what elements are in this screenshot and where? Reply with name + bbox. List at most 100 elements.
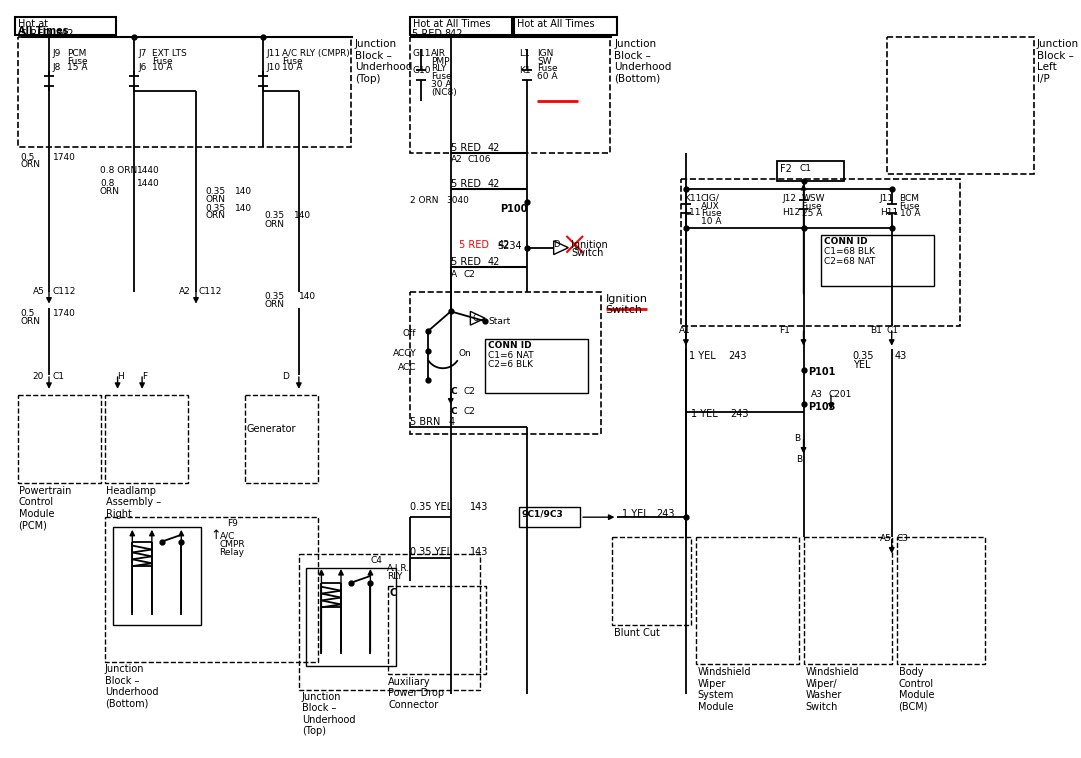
Text: Generator: Generator [246, 424, 296, 434]
Text: Powertrain
Control
Module
(PCM): Powertrain Control Module (PCM) [18, 486, 71, 531]
Text: D: D [553, 240, 560, 249]
Text: Blunt Cut: Blunt Cut [614, 628, 660, 638]
Text: Fuse: Fuse [67, 57, 88, 66]
Text: 1740: 1740 [53, 152, 76, 161]
Text: A/C: A/C [219, 532, 235, 541]
Text: J7: J7 [138, 49, 147, 58]
Text: J9: J9 [53, 49, 62, 58]
Text: 4: 4 [449, 417, 455, 428]
Text: 143: 143 [470, 547, 489, 556]
Text: J11: J11 [267, 49, 281, 58]
Bar [613, 537, 691, 625]
Bar [515, 17, 617, 35]
Text: PCM: PCM [67, 49, 86, 58]
Text: On: On [458, 349, 471, 358]
Text: A5: A5 [34, 287, 45, 296]
Text: F: F [142, 372, 147, 381]
Text: C4: C4 [371, 556, 383, 565]
Bar [17, 395, 101, 483]
Text: 0.8: 0.8 [99, 179, 115, 188]
Text: 5 RED: 5 RED [451, 179, 481, 189]
Text: 0.5: 0.5 [21, 309, 35, 318]
Text: A5: A5 [880, 534, 892, 543]
Text: BCM: BCM [899, 194, 920, 203]
Text: PMP: PMP [431, 57, 450, 66]
Text: C: C [472, 314, 478, 323]
Text: D: D [282, 372, 289, 381]
Text: Headlamp
Assembly –
Right: Headlamp Assembly – Right [106, 486, 161, 519]
Text: C2=68 NAT: C2=68 NAT [824, 256, 876, 265]
Text: 1 YEL: 1 YEL [689, 351, 716, 361]
Bar [112, 527, 201, 625]
Text: 5 RED: 5 RED [21, 29, 51, 39]
Text: 10 A: 10 A [700, 218, 721, 227]
Text: 5 RED: 5 RED [451, 258, 481, 268]
Bar [388, 586, 486, 674]
Text: G11: G11 [413, 49, 431, 58]
Text: L11: L11 [684, 208, 700, 218]
Text: 143: 143 [470, 503, 489, 512]
Text: C1: C1 [886, 326, 898, 335]
Text: J8: J8 [53, 64, 62, 73]
Text: ORN: ORN [205, 195, 226, 204]
Text: 5 BRN: 5 BRN [410, 417, 440, 428]
Text: L1: L1 [519, 49, 530, 58]
Text: All Times: All Times [17, 27, 68, 36]
Bar [822, 235, 934, 286]
Text: 10 A: 10 A [899, 209, 920, 218]
Text: Junction
Block –
Underhood
(Bottom): Junction Block – Underhood (Bottom) [105, 664, 158, 709]
Text: C2: C2 [464, 387, 476, 396]
Text: Ignition
Switch: Ignition Switch [605, 294, 648, 315]
Text: ORN: ORN [265, 299, 284, 309]
Text: 0.35: 0.35 [265, 211, 284, 221]
Polygon shape [553, 241, 569, 255]
Bar [105, 395, 188, 483]
Text: 0.5: 0.5 [21, 152, 35, 161]
Bar [681, 179, 960, 326]
Text: A: A [451, 271, 457, 279]
Text: 140: 140 [298, 292, 316, 301]
Text: F9: F9 [227, 519, 238, 528]
Text: Ignition: Ignition [571, 240, 608, 250]
Text: Junction
Block –
Left
I/P: Junction Block – Left I/P [1037, 39, 1079, 84]
Text: 42: 42 [488, 179, 501, 189]
Text: 2 ORN: 2 ORN [410, 196, 438, 205]
Text: C: C [451, 387, 457, 396]
Text: ACCY: ACCY [392, 349, 416, 358]
Bar [410, 17, 512, 35]
Text: C1: C1 [53, 372, 65, 381]
Text: 1 YEL: 1 YEL [623, 509, 649, 519]
Text: P103: P103 [809, 402, 836, 412]
Bar [485, 339, 588, 393]
Text: J11: J11 [880, 194, 894, 203]
Text: Windshield
Wiper/
Washer
Switch: Windshield Wiper/ Washer Switch [805, 667, 859, 712]
Text: AUX: AUX [700, 202, 719, 211]
Text: K1: K1 [519, 67, 531, 75]
Text: C112: C112 [53, 287, 77, 296]
Text: C1: C1 [800, 164, 812, 174]
Text: Off: Off [403, 329, 416, 338]
Bar [803, 537, 892, 664]
Text: ORN: ORN [21, 318, 41, 326]
Bar [245, 395, 319, 483]
Text: C1=68 BLK: C1=68 BLK [824, 246, 875, 255]
Polygon shape [470, 312, 485, 325]
Text: Relay: Relay [219, 547, 244, 556]
Text: Hot at All Times: Hot at All Times [413, 20, 490, 30]
Text: 42: 42 [488, 258, 501, 268]
Text: CONN ID: CONN ID [824, 237, 868, 246]
Text: Start: Start [488, 318, 510, 326]
Text: 60 A: 60 A [537, 72, 558, 81]
Bar [519, 507, 580, 527]
Text: 0.8 ORN: 0.8 ORN [99, 166, 137, 175]
Text: 842: 842 [444, 29, 463, 39]
Text: 243: 243 [730, 409, 748, 419]
Text: RLY: RLY [431, 64, 446, 74]
Text: 1440: 1440 [137, 179, 160, 188]
Bar [105, 517, 319, 662]
Text: C201: C201 [828, 390, 852, 399]
Text: Fuse: Fuse [282, 57, 303, 66]
Text: Fuse: Fuse [802, 202, 823, 211]
Text: 15 A: 15 A [67, 64, 88, 73]
Text: EXT LTS: EXT LTS [152, 49, 187, 58]
